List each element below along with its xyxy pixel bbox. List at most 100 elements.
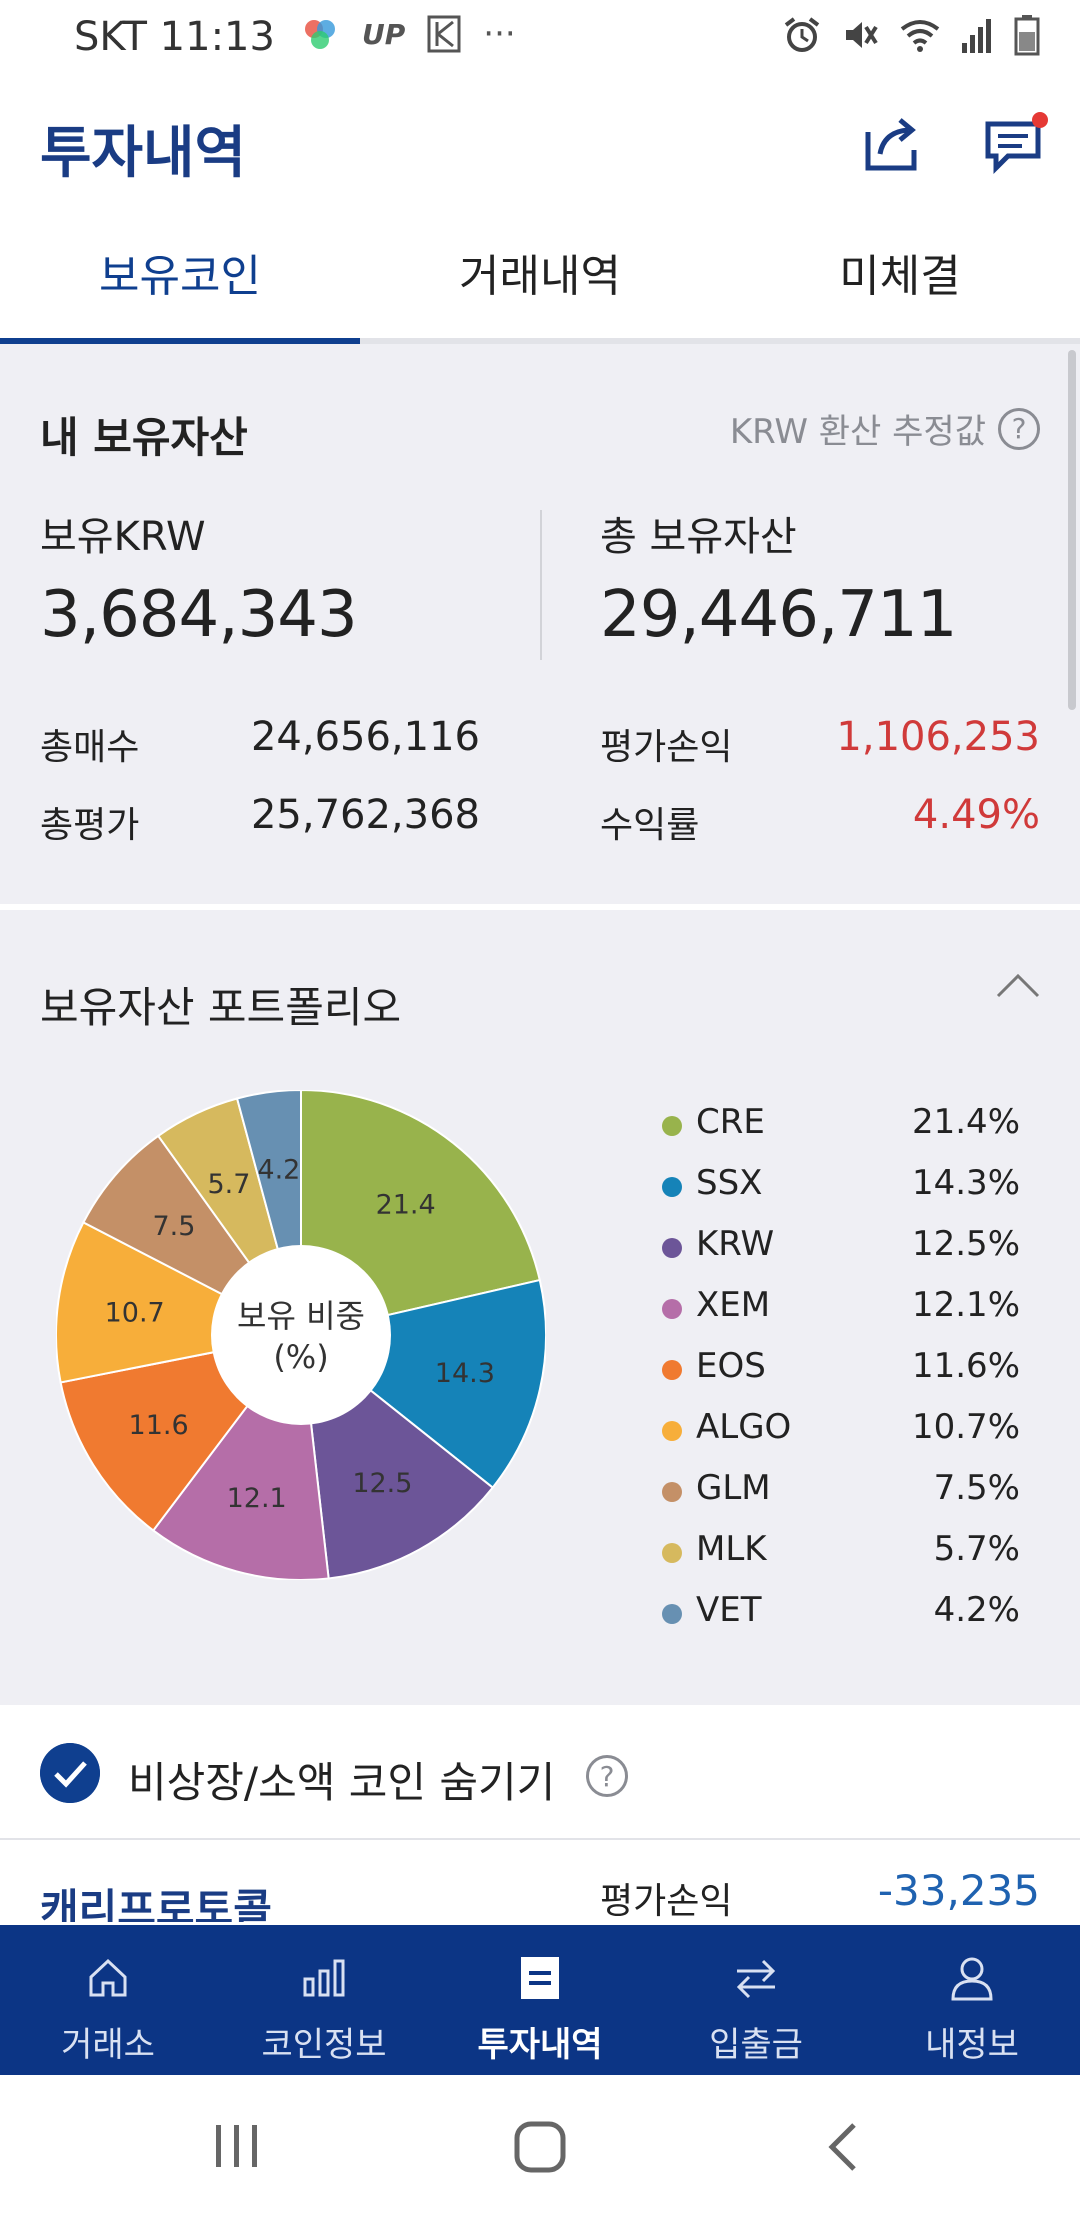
system-navigation [0, 2075, 1080, 2220]
divider [540, 510, 542, 660]
nav-deposit-withdraw-label: 입출금 [709, 2025, 803, 2065]
buy-total-label: 총매수 [40, 727, 140, 768]
tab-unfilled[interactable]: 미체결 [839, 251, 961, 302]
pnl-value: 1,106,253 [836, 714, 1040, 760]
krw-estimate-note[interactable]: KRW 환산 추정값 ? [730, 404, 1040, 453]
legend-name: GLM [696, 1468, 771, 1508]
buy-total-value: 24,656,116 [250, 714, 480, 760]
legend-item: SSX 14.3% [660, 1163, 1040, 1224]
portfolio-section: 보유자산 포트폴리오 보유 비중 (%) 21.4 14.3 12.5 12.1 11.… [0, 910, 1080, 1705]
legend-percent: 12.1% [911, 1285, 1020, 1325]
help-icon[interactable]: ? [998, 407, 1040, 450]
pie-slice-label: 4.2 [257, 1154, 300, 1185]
carrier-time: SKT 11:13 [74, 14, 275, 60]
legend-color-dot [662, 1360, 682, 1380]
eval-total-row: 총평가 25,762,368 [40, 792, 480, 848]
home-icon [89, 1958, 127, 1997]
help-icon[interactable]: ? [586, 1755, 628, 1797]
recent-apps-icon[interactable] [212, 2119, 262, 2173]
return-value: 4.49% [912, 792, 1040, 838]
legend-color-dot [662, 1604, 682, 1624]
legend-item: VET 4.2% [660, 1590, 1040, 1651]
status-bar: SKT 11:13 UP ··· [0, 0, 1080, 78]
nav-investments[interactable]: 투자내역 [432, 1925, 648, 2075]
pie-slice-label: 11.6 [129, 1410, 189, 1441]
checkbox-checked-icon[interactable] [40, 1743, 100, 1803]
portfolio-pie-chart: 보유 비중 (%) 21.4 14.3 12.5 12.1 11.6 10.7 7.5 5.7… [56, 1090, 546, 1580]
coin-pnl-label: 평가손익 [600, 1881, 733, 1922]
chat-icon[interactable] [982, 110, 1052, 180]
pnl-label: 평가손익 [600, 727, 733, 768]
transfer-icon [736, 1959, 776, 1999]
nav-my-info-label: 내정보 [925, 2025, 1019, 2065]
nav-coin-info[interactable]: 코인정보 [216, 1925, 432, 2075]
legend-item: EOS 11.6% [660, 1346, 1040, 1407]
home-button-icon[interactable] [512, 2119, 568, 2175]
page-title: 투자내역 [40, 121, 247, 186]
pie-legend: CRE 21.4% SSX 14.3% KRW 12.5% XEM 12.1% EOS 11.6%… [660, 1102, 1040, 1651]
tab-transactions[interactable]: 거래내역 [459, 251, 621, 302]
coin-list-item[interactable]: 캐리프로토콜 평가손익 -33,235 [0, 1842, 1080, 1922]
total-assets-value: 29,446,711 [600, 578, 957, 652]
nav-exchange-label: 거래소 [61, 2025, 155, 2065]
legend-percent: 14.3% [911, 1163, 1020, 1203]
legend-name: MLK [696, 1529, 767, 1569]
alarm-icon [784, 17, 820, 52]
tab-holdings[interactable]: 보유코인 [0, 210, 360, 344]
nav-my-info[interactable]: 내정보 [864, 1925, 1080, 2075]
legend-color-dot [662, 1238, 682, 1258]
pie-center-unit: (%) [273, 1338, 328, 1376]
coin-name: 캐리프로토콜 [40, 1885, 272, 1922]
pie-slice-label: 12.5 [352, 1468, 412, 1499]
pie-slice-label: 10.7 [105, 1297, 165, 1328]
user-icon [951, 1957, 993, 2001]
legend-item: ALGO 10.7% [660, 1407, 1040, 1468]
holding-krw-value: 3,684,343 [40, 578, 358, 652]
scrollbar[interactable] [1068, 350, 1076, 710]
legend-percent: 4.2% [933, 1590, 1020, 1630]
legend-item: GLM 7.5% [660, 1468, 1040, 1529]
legend-percent: 12.5% [911, 1224, 1020, 1264]
pie-center [211, 1245, 391, 1425]
legend-name: ALGO [696, 1407, 792, 1447]
signal-icon [962, 19, 991, 53]
total-assets: 총 보유자산 29,446,711 [600, 504, 957, 652]
legend-name: EOS [696, 1346, 766, 1386]
total-assets-label: 총 보유자산 [600, 514, 797, 560]
legend-percent: 11.6% [911, 1346, 1020, 1386]
hide-small-coins-label: 비상장/소액 코인 숨기기 [128, 1758, 556, 1807]
hide-small-coins-row[interactable]: 비상장/소액 코인 숨기기 ? [0, 1705, 1080, 1840]
legend-name: VET [696, 1590, 762, 1630]
legend-name: KRW [696, 1224, 775, 1264]
collapse-chevron-icon[interactable] [996, 970, 1040, 1000]
nav-deposit-withdraw[interactable]: 입출금 [648, 1925, 864, 2075]
app-header: 투자내역 [0, 78, 1080, 210]
return-label: 수익률 [600, 805, 700, 846]
pnl-row: 평가손익 1,106,253 [600, 714, 1040, 770]
portfolio-title: 보유자산 포트폴리오 [40, 983, 402, 1032]
more-notifications: ··· [483, 14, 516, 54]
legend-item: MLK 5.7% [660, 1529, 1040, 1590]
legend-percent: 7.5% [933, 1468, 1020, 1508]
eval-total-label: 총평가 [40, 805, 140, 846]
share-icon[interactable] [858, 110, 928, 180]
back-icon[interactable] [822, 2119, 862, 2175]
my-assets-section: 내 보유자산 KRW 환산 추정값 ? 보유KRW 3,684,343 총 보유… [0, 344, 1080, 904]
pie-slice-label: 14.3 [435, 1358, 495, 1389]
wifi-icon [900, 20, 940, 52]
legend-color-dot [662, 1482, 682, 1502]
notification-badge [1032, 112, 1048, 128]
pie-slice-label: 5.7 [208, 1169, 251, 1200]
legend-item: KRW 12.5% [660, 1224, 1040, 1285]
legend-color-dot [662, 1177, 682, 1197]
legend-color-dot [662, 1299, 682, 1319]
legend-item: CRE 21.4% [660, 1102, 1040, 1163]
legend-name: XEM [696, 1285, 771, 1325]
legend-item: XEM 12.1% [660, 1285, 1040, 1346]
eval-total-value: 25,762,368 [250, 792, 480, 838]
notification-icons: UP ··· [300, 14, 516, 54]
legend-percent: 5.7% [933, 1529, 1020, 1569]
holding-krw: 보유KRW 3,684,343 [40, 504, 358, 652]
nav-exchange[interactable]: 거래소 [0, 1925, 216, 2075]
pie-slice-label: 12.1 [227, 1483, 287, 1514]
